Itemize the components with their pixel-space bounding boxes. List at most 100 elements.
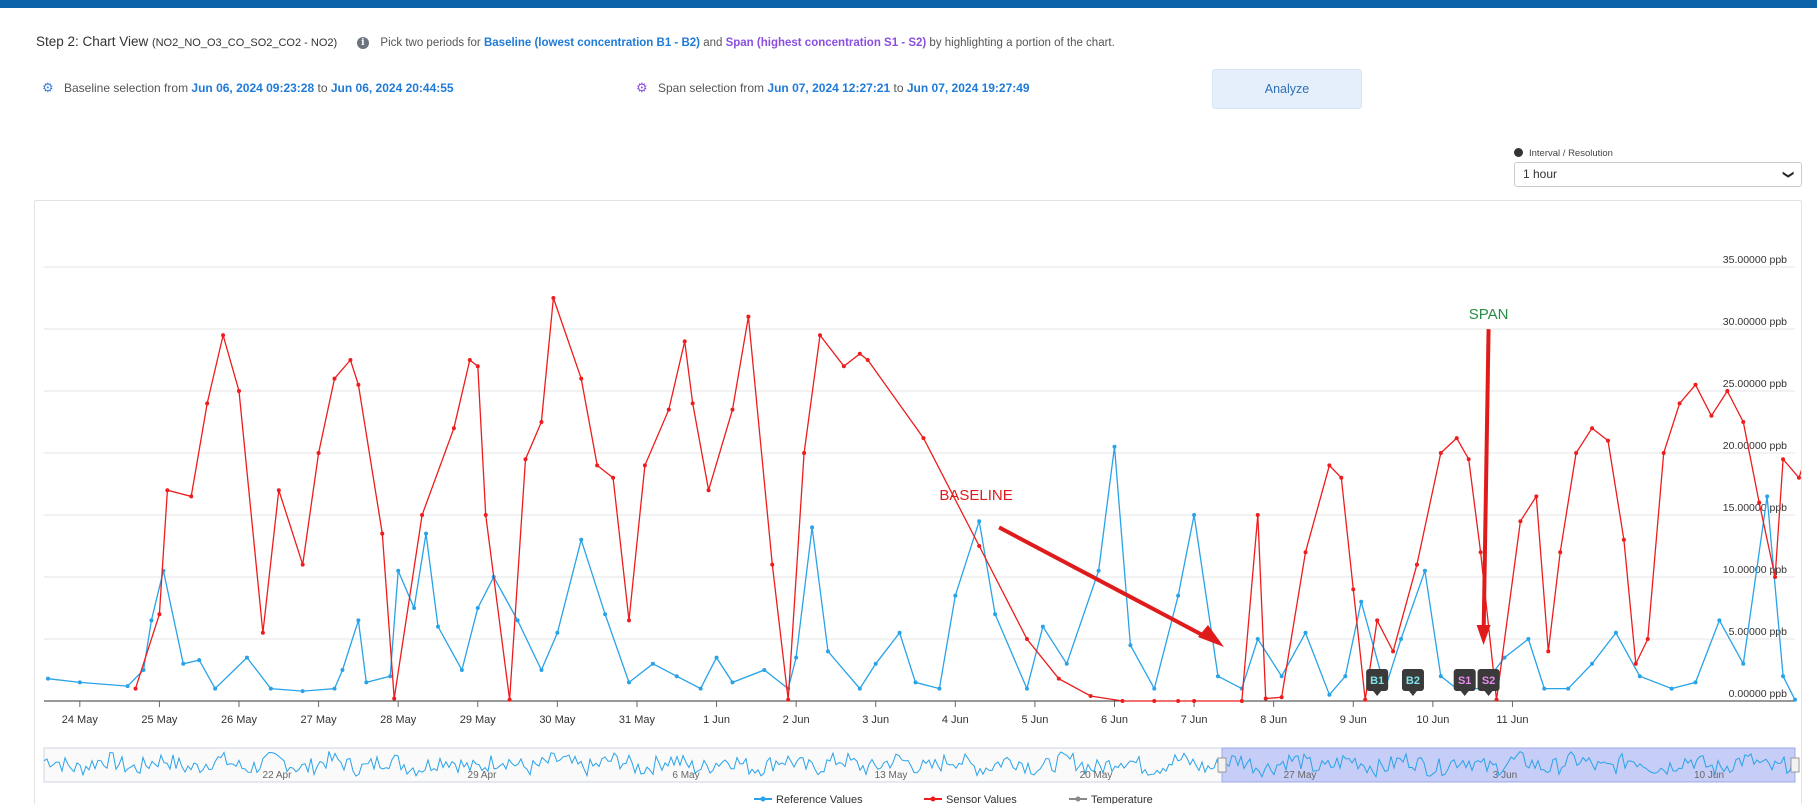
line-chart[interactable]: 0.00000 ppb 5.00000 ppb 10.00000 ppb 15.000… (35, 201, 1801, 804)
baseline-to: Jun 06, 2024 20:44:55 (330, 81, 454, 95)
instr-pre: Pick two periods for (380, 37, 481, 49)
data-point (1546, 649, 1551, 654)
data-point (316, 451, 321, 455)
data-point (611, 475, 616, 480)
span-annotation: SPAN (1469, 306, 1509, 323)
data-point (730, 680, 735, 685)
x-tick-label: 24 May (62, 714, 99, 726)
data-point (189, 494, 194, 499)
x-tick-label: 10 Jun (1416, 714, 1449, 726)
span-keyword: Span (highest concentration S1 - S2) (725, 37, 927, 49)
data-point (1303, 630, 1308, 635)
data-point (515, 618, 520, 623)
y-tick-label: 15.00000 ppb (1723, 502, 1787, 514)
x-tick-label: 8 Jun (1260, 714, 1287, 726)
data-point (1279, 695, 1284, 700)
navigator-tick-label: 6 May (672, 770, 699, 781)
data-point (1255, 513, 1260, 517)
legend-marker (1075, 796, 1081, 802)
data-point (1303, 550, 1308, 555)
data-point (1128, 643, 1133, 648)
data-point (1693, 680, 1698, 685)
data-point (1502, 655, 1507, 660)
marker-flag-b2 (1401, 669, 1424, 691)
analyze-button[interactable]: Analyze (1212, 69, 1362, 109)
data-point (1709, 413, 1714, 418)
data-point (1741, 420, 1746, 424)
y-tick-label: 20.00000 ppb (1723, 440, 1787, 452)
y-tick-label: 35.00000 ppb (1723, 254, 1787, 266)
data-point (141, 668, 146, 672)
data-point (356, 382, 361, 387)
navigator-handle[interactable] (1790, 757, 1800, 773)
data-point (1645, 637, 1650, 641)
data-point (523, 457, 528, 462)
data-point (1693, 382, 1698, 387)
span-prefix: Span selection from (658, 81, 765, 95)
data-point (1096, 568, 1101, 573)
navigator-tick-label: 22 Apr (263, 770, 293, 781)
instr-and: and (703, 37, 723, 49)
marker-label-b2: B2 (1406, 675, 1420, 687)
data-point (1558, 550, 1563, 555)
marker-pointer (1373, 691, 1382, 696)
data-point (1422, 568, 1427, 573)
data-point (1399, 637, 1404, 641)
navigator-handle[interactable] (1217, 757, 1227, 773)
legend-item[interactable]: Temperature (1091, 794, 1153, 804)
data-point (1255, 637, 1260, 641)
data-point (1741, 661, 1746, 666)
data-point (1466, 457, 1471, 462)
data-point (1112, 444, 1117, 449)
data-point (1279, 674, 1284, 679)
y-tick-label: 10.00000 ppb (1723, 564, 1787, 576)
data-point (435, 624, 440, 629)
data-point (579, 376, 584, 381)
x-tick-label: 27 May (301, 714, 338, 726)
data-point (205, 401, 210, 406)
data-point (1605, 438, 1610, 443)
data-point (1239, 699, 1244, 703)
step-subtitle: (NO2_NO_O3_CO_SO2_CO2 - NO2) (151, 37, 338, 49)
legend-item[interactable]: Sensor Values (946, 794, 1017, 804)
data-point (1414, 562, 1419, 567)
data-point (1566, 686, 1571, 691)
data-point (380, 531, 385, 536)
data-point (1176, 699, 1181, 703)
x-tick-label: 1 Jun (703, 714, 730, 726)
interval-select[interactable]: 1 hour ❮ (1514, 162, 1802, 187)
data-point (507, 697, 512, 702)
data-point (993, 612, 998, 617)
data-point (857, 686, 862, 691)
data-point (244, 655, 249, 660)
data-point (133, 686, 138, 691)
data-point (1518, 519, 1523, 524)
data-point (388, 674, 393, 679)
marker-pointer (1484, 691, 1493, 696)
legend-marker (760, 796, 766, 802)
navigator-selection (1221, 747, 1796, 783)
data-point (913, 680, 918, 685)
span-to: Jun 07, 2024 19:27:49 (906, 81, 1030, 95)
baseline-from: Jun 06, 2024 09:23:28 (191, 81, 315, 95)
marker-label-b1: B1 (1370, 675, 1384, 687)
data-point (539, 668, 544, 672)
data-point (1478, 550, 1483, 555)
data-point (1677, 401, 1682, 406)
interval-label: Interval / Resolution (1514, 148, 1613, 159)
data-point (865, 358, 870, 362)
marker-flag-s2 (1477, 669, 1500, 691)
data-point (213, 686, 218, 691)
chart-container[interactable]: 0.00000 ppb 5.00000 ppb 10.00000 ppb 15.000… (34, 200, 1802, 804)
data-point (539, 420, 544, 424)
data-point (551, 296, 556, 300)
data-point (396, 568, 401, 573)
y-tick-label: 5.00000 ppb (1729, 626, 1788, 638)
legend-item[interactable]: Reference Values (776, 794, 863, 804)
data-point (1781, 674, 1786, 679)
data-point (714, 655, 719, 660)
x-tick-label: 28 May (380, 714, 417, 726)
data-point (595, 463, 600, 468)
info-circle-icon: i (356, 37, 369, 49)
data-point (818, 333, 823, 338)
